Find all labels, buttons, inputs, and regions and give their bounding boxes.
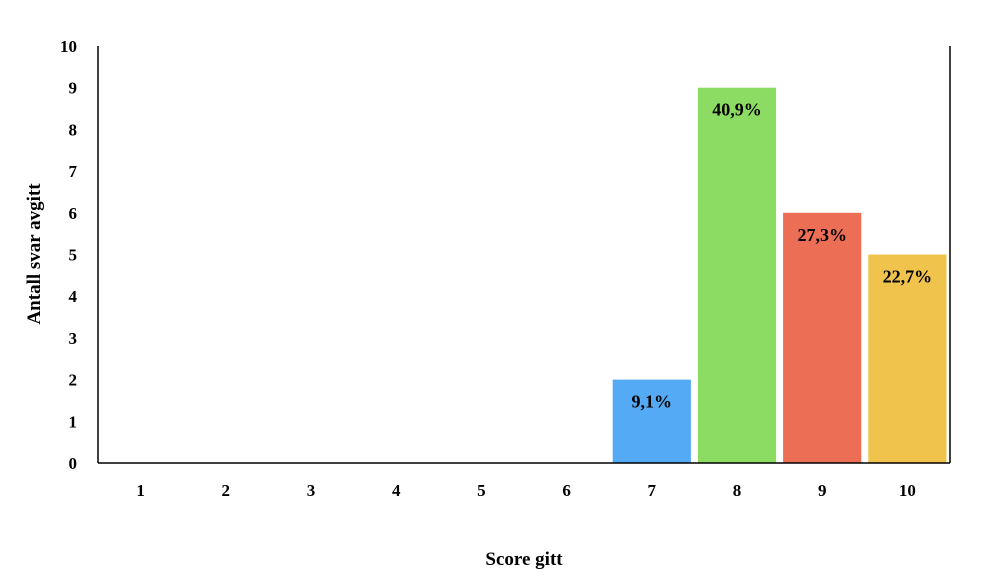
x-tick-label: 1: [136, 481, 145, 500]
y-tick-label: 8: [69, 120, 78, 139]
x-axis-title: Score gitt: [485, 549, 563, 570]
y-tick-label: 6: [69, 204, 78, 223]
x-tick-label: 5: [477, 481, 486, 500]
y-tick-label: 2: [69, 371, 78, 390]
x-tick-label: 4: [392, 481, 401, 500]
y-tick-label: 3: [69, 329, 78, 348]
x-tick-label: 7: [648, 481, 657, 500]
data-label-8: 40,9%: [712, 100, 762, 120]
y-tick-label: 10: [60, 37, 77, 56]
bar-8: [697, 87, 777, 463]
bar-9: [783, 212, 862, 463]
y-tick-label: 7: [69, 162, 78, 181]
y-tick-label: 0: [69, 454, 78, 473]
x-axis-ticks: 1 2 3 4 5 6 7 8 9 10: [136, 481, 916, 500]
x-tick-label: 2: [222, 481, 231, 500]
y-tick-label: 5: [69, 246, 78, 265]
x-tick-label: 8: [733, 481, 742, 500]
bars: 9,1% 40,9% 27,3% 22,7%: [612, 87, 947, 463]
bar-7: [612, 379, 691, 463]
x-tick-label: 10: [899, 481, 916, 500]
bar-10: [868, 254, 947, 463]
y-tick-label: 9: [69, 79, 78, 98]
y-axis-ticks: 0 1 2 3 4 5 6 7 8 9 10: [60, 37, 78, 473]
x-tick-label: 3: [307, 481, 316, 500]
data-label-9: 27,3%: [797, 225, 847, 245]
x-tick-label: 6: [562, 481, 571, 500]
y-tick-label: 4: [69, 287, 78, 306]
x-tick-label: 9: [818, 481, 827, 500]
y-axis-title: Antall svar avgitt: [24, 183, 45, 325]
data-label-10: 22,7%: [883, 267, 933, 287]
data-label-7: 9,1%: [632, 392, 673, 412]
y-tick-label: 1: [69, 412, 78, 431]
